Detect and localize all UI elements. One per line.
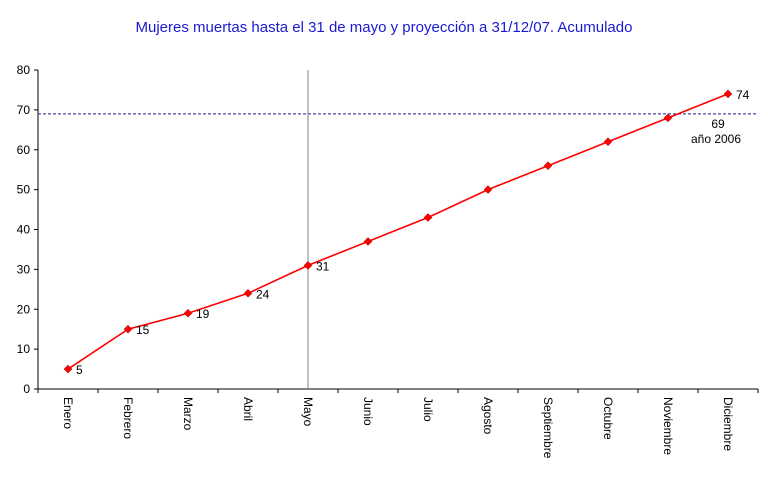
y-tick-label: 40 bbox=[17, 223, 31, 237]
y-tick-label: 70 bbox=[17, 103, 31, 117]
data-point bbox=[303, 261, 313, 270]
x-tick-label: Noviembre bbox=[661, 397, 675, 455]
y-tick-label: 20 bbox=[17, 302, 31, 316]
y-axis-ticks: 0 10 20 30 40 50 60 70 80 bbox=[17, 63, 38, 396]
y-tick-label: 50 bbox=[17, 183, 31, 197]
series-layer bbox=[63, 89, 733, 374]
data-point bbox=[543, 161, 553, 171]
x-axis-ticks: Enero Febrero Marzo Abril Mayo Junio Julio Agos… bbox=[37, 389, 759, 459]
data-label: 31 bbox=[316, 259, 330, 273]
data-point bbox=[63, 364, 73, 374]
x-tick-label: Marzo bbox=[181, 397, 195, 431]
data-label: 24 bbox=[256, 287, 270, 301]
chart-title: Mujeres muertas hasta el 31 de mayo y pr… bbox=[135, 19, 633, 36]
series-line bbox=[67, 93, 729, 370]
data-label: 19 bbox=[196, 307, 210, 321]
data-point bbox=[123, 324, 133, 334]
y-tick-label: 30 bbox=[17, 262, 31, 276]
data-label: 74 bbox=[736, 88, 750, 102]
data-point bbox=[423, 213, 433, 222]
reference-value-label: 69 bbox=[711, 117, 725, 131]
x-tick-label: Septiembre bbox=[541, 397, 555, 459]
data-point bbox=[363, 237, 373, 246]
x-tick-label: Enero bbox=[61, 397, 75, 429]
data-point bbox=[723, 89, 733, 99]
reference-text-label: año 2006 bbox=[691, 132, 741, 146]
y-tick-label: 10 bbox=[17, 342, 31, 356]
x-tick-label: Mayo bbox=[301, 397, 315, 427]
data-point bbox=[243, 288, 253, 298]
data-point bbox=[183, 308, 193, 318]
x-tick-label: Agosto bbox=[481, 397, 495, 435]
x-tick-label: Abril bbox=[241, 397, 255, 421]
x-tick-label: Julio bbox=[421, 397, 435, 422]
x-tick-label: Diciembre bbox=[721, 397, 735, 451]
data-label: 15 bbox=[136, 323, 150, 337]
data-point bbox=[483, 185, 493, 194]
data-point bbox=[603, 137, 613, 147]
data-labels: 5 15 19 24 31 74 bbox=[76, 88, 750, 377]
y-tick-label: 80 bbox=[17, 63, 31, 77]
y-tick-label: 0 bbox=[23, 382, 30, 396]
x-tick-label: Octubre bbox=[601, 397, 615, 440]
data-label: 5 bbox=[76, 363, 83, 377]
data-point bbox=[663, 113, 673, 123]
x-tick-label: Febrero bbox=[121, 397, 135, 439]
y-tick-label: 60 bbox=[17, 143, 31, 157]
x-tick-label: Junio bbox=[361, 397, 375, 426]
